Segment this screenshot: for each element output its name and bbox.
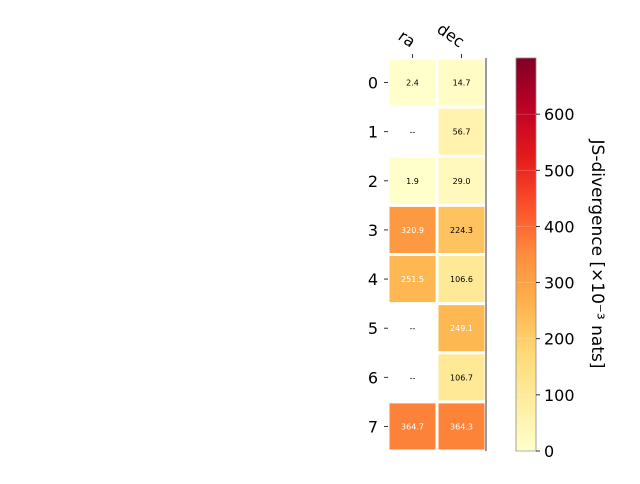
cell-missing-label: -- xyxy=(410,373,416,382)
heatmap-cells: 2.4 14.7 -- 56.7 1.9 29.0 320.9 224.3 251.5 106.6… xyxy=(389,59,485,450)
heatmap-cell xyxy=(438,305,485,352)
cell-value-label: 364.3 xyxy=(450,422,473,431)
cell-value-label: 14.7 xyxy=(453,79,471,88)
heatmap-cell xyxy=(389,206,436,253)
row-label: 7 xyxy=(368,417,378,436)
cell-value-label: 106.7 xyxy=(450,373,473,382)
heatmap-cell xyxy=(389,59,436,106)
cell-value-label: 251.5 xyxy=(401,275,424,284)
cell-value-label: 106.6 xyxy=(450,275,473,284)
colorbar-tick-label: 300 xyxy=(544,274,575,293)
heatmap-cell xyxy=(438,256,485,303)
cell-value-label: 224.3 xyxy=(450,226,473,235)
row-label: 4 xyxy=(368,270,378,289)
colorbar-tick-label: 400 xyxy=(544,217,575,236)
cell-missing-label: -- xyxy=(410,128,416,137)
row-label: 6 xyxy=(368,368,378,387)
heatmap-cell xyxy=(389,157,436,204)
cell-value-label: 29.0 xyxy=(453,177,471,186)
colorbar-tick-label: 500 xyxy=(544,161,575,180)
cell-value-label: 1.9 xyxy=(406,177,419,186)
row-labels: 0 1 2 3 4 5 6 7 xyxy=(368,74,388,436)
cell-value-label: 320.9 xyxy=(401,226,424,235)
colorbar-tick-label: 200 xyxy=(544,330,575,349)
row-label: 5 xyxy=(368,319,378,338)
column-label-ra: ra xyxy=(395,26,419,51)
cell-value-label: 56.7 xyxy=(453,128,471,137)
column-label-dec: dec xyxy=(434,19,468,51)
row-label: 3 xyxy=(368,221,378,240)
heatmap-cell xyxy=(438,206,485,253)
heatmap-cell xyxy=(438,354,485,401)
colorbar-tick-label: 100 xyxy=(544,386,575,405)
colorbar: 0 100 200 300 400 500 600 JS-divergence [×10⁻³… xyxy=(515,57,607,461)
colorbar-label: JS-divergence [×10⁻³ nats] xyxy=(587,139,607,369)
row-label: 2 xyxy=(368,172,378,191)
heatmap-cell xyxy=(389,256,436,303)
cell-missing-label: -- xyxy=(410,324,416,333)
row-label: 0 xyxy=(368,74,378,93)
heatmap-cell xyxy=(438,59,485,106)
colorbar-ticks: 0 100 200 300 400 500 600 xyxy=(516,105,575,461)
column-labels: ra dec xyxy=(395,19,468,58)
row-label: 1 xyxy=(368,123,378,142)
heatmap-cell xyxy=(438,403,485,450)
cell-value-label: 2.4 xyxy=(406,79,419,88)
colorbar-tick-label: 0 xyxy=(544,442,554,461)
colorbar-tick-label: 600 xyxy=(544,105,575,124)
cell-value-label: 364.7 xyxy=(401,422,424,431)
cell-value-label: 249.1 xyxy=(450,324,473,333)
colorbar-gradient xyxy=(515,57,537,452)
heatmap-cell xyxy=(389,403,436,450)
heatmap-cell xyxy=(438,108,485,155)
heatmap-cell xyxy=(438,157,485,204)
